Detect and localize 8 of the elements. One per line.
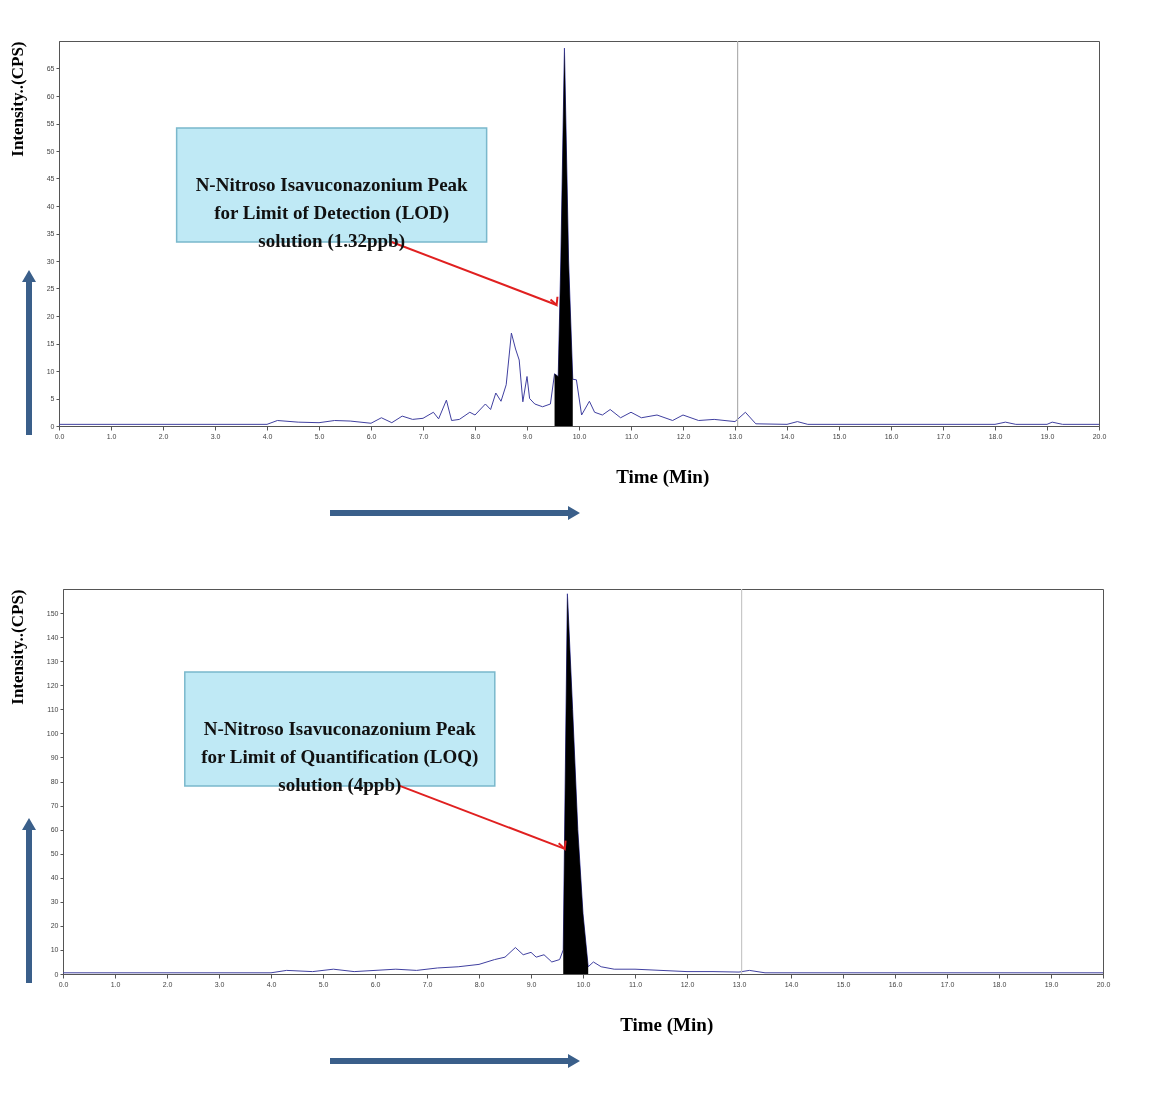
y-axis-title: Intensity..(CPS) <box>7 589 27 705</box>
x-axis-title: Time (Min) <box>616 465 710 488</box>
y-axis-title: Intensity..(CPS) <box>7 41 27 157</box>
annotation: N-Nitroso Isavuconazonium Peak for Limit of Quantification (LOQ) solution (4ppb) <box>201 717 479 796</box>
line-series <box>58 47 1100 425</box>
line-series <box>62 593 1104 974</box>
x-axis-title: Time (Min) <box>620 1013 714 1036</box>
annotation: N-Nitroso Isavuconazonium Peak for Limit of Detection (LOD) solution (1.32ppb) <box>195 174 469 252</box>
